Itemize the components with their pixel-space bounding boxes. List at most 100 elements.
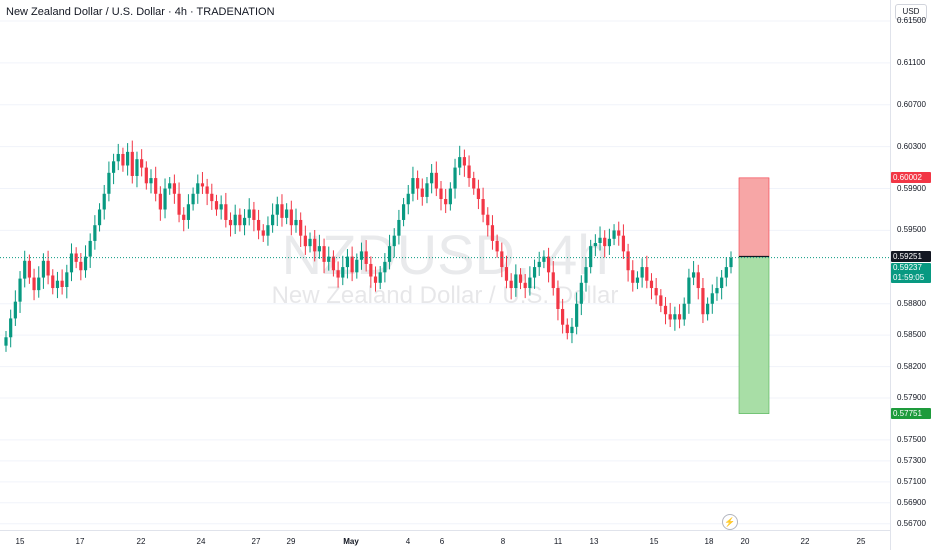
candle-body	[584, 267, 588, 283]
price-tick-label: 0.59900	[897, 183, 926, 193]
candle-body	[504, 267, 509, 281]
candle-body	[462, 157, 466, 166]
candle-body	[406, 193, 410, 205]
candle-body	[196, 183, 200, 194]
bar-countdown: 01:59:05	[893, 272, 925, 282]
target-price-tag: 0.60002	[891, 172, 931, 184]
stop-price-tag: 0.57751	[891, 408, 931, 420]
time-axis[interactable]: 15 17 22 24 27 29 May 4 6 8 11 13 15 18 20 22 25	[0, 530, 890, 551]
candle-body	[126, 151, 130, 166]
candle-body	[74, 253, 78, 262]
candle-body	[434, 172, 438, 189]
candle-body	[256, 219, 261, 231]
candle-body	[154, 178, 158, 194]
candle-body	[242, 217, 247, 226]
candle-body	[500, 251, 504, 268]
candle-body	[308, 238, 312, 247]
candle-body	[537, 261, 541, 268]
price-tick-label: 0.57900	[897, 393, 926, 403]
candle-body	[729, 257, 733, 268]
candle-body	[191, 193, 195, 205]
time-label: 25	[856, 537, 866, 546]
candle-body	[392, 235, 396, 247]
price-tick-label: 0.56900	[897, 497, 926, 507]
candle-body	[416, 178, 420, 189]
candle-body	[336, 270, 340, 278]
candle-body	[542, 256, 546, 262]
candle-body	[51, 275, 55, 289]
time-label: 27	[251, 537, 261, 546]
price-axis[interactable]: USD 0.61500 0.61100 0.60700 0.60300 0.59900 0…	[890, 0, 932, 550]
candle-body	[46, 260, 50, 276]
candle-body	[476, 188, 481, 200]
candle-body	[444, 199, 448, 205]
last-price-tag: 0.59237 01:59:05	[891, 262, 931, 283]
candle-body	[481, 199, 485, 215]
candle-body	[163, 188, 167, 210]
price-tick-label: 0.57300	[897, 455, 926, 465]
candle-body	[107, 172, 111, 194]
candle-body	[317, 246, 321, 252]
time-label: May	[343, 537, 359, 546]
candlestick-chart[interactable]	[0, 0, 890, 530]
price-tick-label: 0.61500	[897, 15, 926, 25]
currency-button[interactable]: USD	[895, 4, 927, 20]
candle-body	[186, 204, 191, 220]
candle-body	[331, 256, 336, 271]
candle-body	[640, 267, 644, 278]
candle-body	[224, 204, 228, 220]
candle-body	[453, 167, 457, 189]
candle-body	[631, 270, 635, 283]
time-label: 22	[800, 537, 810, 546]
time-label: 4	[405, 537, 411, 546]
time-label: 13	[589, 537, 599, 546]
target-zone	[738, 177, 770, 257]
candle-body	[182, 214, 186, 220]
candle-body	[158, 193, 162, 210]
price-tick-label: 0.56700	[897, 518, 926, 528]
price-tick-label: 0.61100	[897, 57, 926, 67]
candle-body	[41, 260, 46, 278]
candle-body	[593, 243, 597, 247]
candle-body	[102, 193, 106, 210]
candle-body	[303, 235, 307, 247]
candle-body	[294, 219, 298, 226]
candle-body	[715, 288, 719, 294]
candle-body	[589, 246, 593, 268]
time-label: 22	[136, 537, 146, 546]
time-label: 29	[286, 537, 296, 546]
candle-body	[663, 305, 668, 315]
candle-body	[691, 272, 696, 278]
time-label: 6	[439, 537, 445, 546]
candle-body	[458, 157, 462, 168]
flash-icon[interactable]: ⚡	[722, 514, 738, 530]
chart-title: New Zealand Dollar / U.S. Dollar · 4h · …	[6, 6, 275, 18]
candle-body	[65, 272, 69, 287]
candle-body	[617, 230, 621, 236]
time-label: 15	[15, 537, 25, 546]
candle-body	[659, 295, 663, 306]
candle-body	[261, 230, 265, 236]
candle-body	[18, 278, 22, 302]
candle-body	[668, 314, 672, 320]
candle-body	[341, 267, 345, 278]
candle-body	[23, 260, 27, 279]
candle-body	[275, 204, 279, 215]
candle-body	[495, 240, 499, 252]
candle-body	[247, 209, 251, 218]
candle-body	[327, 256, 331, 262]
candle-body	[37, 277, 41, 291]
candle-body	[313, 238, 317, 252]
candle-body	[266, 225, 270, 236]
stop-zone	[738, 256, 770, 414]
price-tick-label: 0.58500	[897, 330, 926, 340]
candle-body	[425, 183, 429, 197]
candle-body	[532, 267, 537, 278]
crosshair-price-tag: 0.59251	[891, 251, 931, 263]
candle-body	[79, 261, 83, 271]
candle-body	[607, 238, 611, 247]
time-label: 24	[196, 537, 206, 546]
candle-body	[130, 151, 134, 176]
price-tick-label: 0.60300	[897, 141, 926, 151]
candle-body	[411, 178, 415, 194]
